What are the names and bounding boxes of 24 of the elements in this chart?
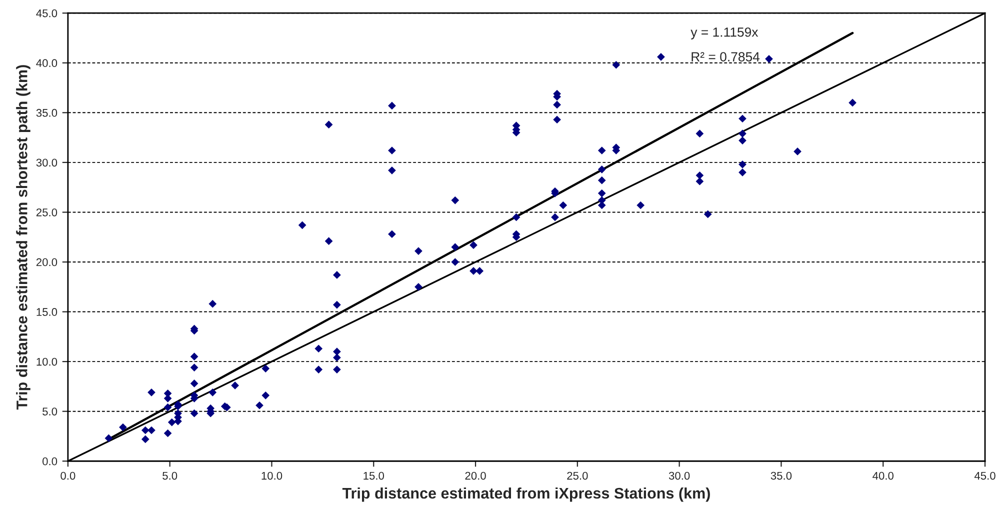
x-axis-title: Trip distance estimated from iXpress Stations (km) [342, 487, 710, 502]
y-tick-label: 20.0 [36, 258, 58, 266]
annotation: R² = 0.7854 [692, 52, 760, 62]
x-tick-label: 35.0 [770, 472, 792, 480]
x-tick-label: 45.0 [974, 472, 996, 480]
y-tick-label: 40.0 [36, 59, 58, 68]
x-tick-label: 40.0 [872, 472, 894, 480]
y-tick-label: 30.0 [36, 158, 58, 167]
y-tick-label: 0.0 [42, 457, 58, 466]
annotation: y = 1.1159x [690, 27, 758, 40]
x-tick-label: 25.0 [567, 472, 588, 480]
x-tick-label: 15.0 [364, 472, 384, 480]
y-tick-label: 5.0 [42, 408, 58, 416]
y-tick-label: 10.0 [36, 358, 58, 366]
x-tick-label: 20.0 [465, 472, 486, 480]
x-tick-label: 10.0 [262, 472, 282, 480]
y-tick-label: 15.0 [36, 308, 58, 316]
y-tick-label: 25.0 [36, 208, 58, 216]
x-tick-label: 5.0 [162, 472, 178, 480]
x-tick-label: 0.0 [60, 472, 76, 480]
x-tick-label: 30.0 [668, 472, 690, 480]
y-tick-label: 45.0 [36, 9, 58, 18]
y-axis-title: Trip distance estimated from shortest path (km) [16, 65, 30, 410]
y-tick-label: 35.0 [36, 108, 58, 117]
